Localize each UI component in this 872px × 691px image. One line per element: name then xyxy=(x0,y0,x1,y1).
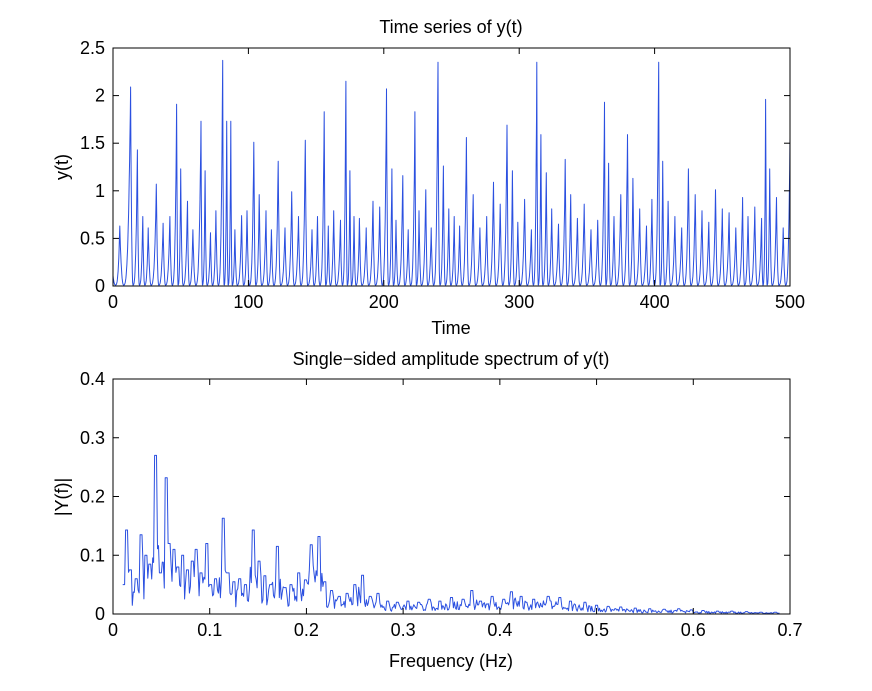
x-tick-label: 0.1 xyxy=(197,620,222,640)
time-series-axes-frame xyxy=(112,47,791,287)
y-tick-label: 0.3 xyxy=(80,428,105,448)
spectrum-title: Single−sided amplitude spectrum of y(t) xyxy=(293,349,610,369)
x-tick-label: 0 xyxy=(108,292,118,312)
time-series-y-axis-label: y(t) xyxy=(52,154,72,180)
x-tick-label: 100 xyxy=(233,292,263,312)
y-tick-label: 2 xyxy=(95,86,105,106)
x-tick-label: 0.4 xyxy=(487,620,512,640)
x-tick-label: 200 xyxy=(369,292,399,312)
y-tick-label: 0 xyxy=(95,604,105,624)
time-series-line xyxy=(112,59,791,286)
x-tick-label: 300 xyxy=(504,292,534,312)
spectrum-x-ticks: 0 0.1 0.2 0.3 0.4 0.5 0.6 0.7 xyxy=(108,379,803,640)
y-tick-label: 0 xyxy=(95,276,105,296)
time-series-plot: Time series of y(t) 0 100 200 300 400 500 0 0.… xyxy=(52,17,805,338)
x-tick-label: 0.6 xyxy=(681,620,706,640)
y-tick-label: 0.2 xyxy=(80,487,105,507)
spectrum-plot: Single−sided amplitude spectrum of y(t) … xyxy=(52,349,803,671)
y-tick-label: 1 xyxy=(95,181,105,201)
x-tick-label: 400 xyxy=(640,292,670,312)
time-series-lines xyxy=(112,59,791,286)
spectrum-y-axis-label: |Y(f)| xyxy=(52,478,72,516)
spectrum-lines xyxy=(122,454,780,614)
x-tick-label: 0 xyxy=(108,620,118,640)
x-tick-label: 0.7 xyxy=(777,620,802,640)
y-tick-label: 2.5 xyxy=(80,38,105,58)
y-tick-label: 0.5 xyxy=(80,228,105,248)
spectrum-line xyxy=(122,454,780,614)
time-series-x-ticks: 0 100 200 300 400 500 xyxy=(108,48,805,312)
time-series-title: Time series of y(t) xyxy=(379,17,522,37)
x-tick-label: 0.2 xyxy=(294,620,319,640)
y-tick-label: 0.4 xyxy=(80,369,105,389)
spectrum-x-axis-label: Frequency (Hz) xyxy=(389,651,513,671)
y-tick-label: 0.1 xyxy=(80,545,105,565)
x-tick-label: 0.5 xyxy=(584,620,609,640)
time-series-x-axis-label: Time xyxy=(431,318,470,338)
time-series-y-ticks: 0 0.5 1 1.5 2 2.5 xyxy=(80,38,790,296)
x-tick-label: 0.3 xyxy=(391,620,416,640)
x-tick-label: 500 xyxy=(775,292,805,312)
spectrum-y-ticks: 0 0.1 0.2 0.3 0.4 xyxy=(80,369,790,624)
y-tick-label: 1.5 xyxy=(80,133,105,153)
